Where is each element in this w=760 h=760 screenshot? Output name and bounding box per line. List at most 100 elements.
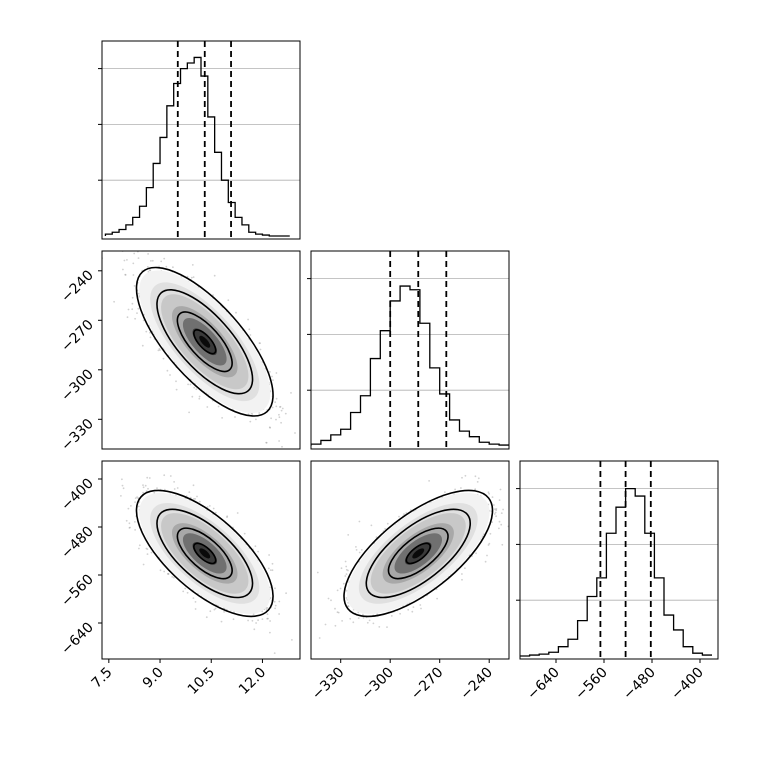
scatter-point [279, 406, 281, 408]
scatter-point [149, 269, 152, 272]
scatter-point [278, 413, 280, 416]
scatter-point [146, 553, 149, 555]
scatter-point [255, 418, 257, 421]
scatter-point [266, 613, 269, 616]
scatter-point [150, 225, 152, 227]
scatter-point [251, 619, 254, 622]
panel-frame [101, 250, 301, 450]
scatter-point [133, 252, 136, 255]
scatter-point [137, 505, 140, 508]
scatter-point [187, 383, 190, 386]
scatter-point [137, 257, 140, 259]
panel-content [102, 41, 300, 239]
x-tick-label-3: −400 [668, 665, 707, 704]
scatter-point [148, 477, 151, 479]
scatter-point [192, 597, 195, 599]
scatter-point [109, 243, 111, 245]
scatter-point [162, 357, 165, 360]
panel-histogram-2-2: −640 −560 −480 −400 [516, 460, 719, 704]
scatter-point [273, 600, 276, 603]
scatter-point [285, 592, 287, 595]
scatter-point [112, 225, 114, 227]
scatter-point [232, 618, 235, 621]
panel-frame [101, 40, 301, 240]
scatter-point [265, 441, 268, 444]
scatter-point [147, 487, 149, 490]
scatter-point [221, 417, 224, 419]
scatter-point [261, 618, 264, 620]
panel-density2d-1-0: −240−270−300−330 [58, 225, 301, 454]
scatter-point [125, 519, 128, 522]
scatter-point [129, 526, 131, 529]
scatter-point [169, 374, 171, 376]
scatter-point [173, 481, 176, 483]
scatter-point [209, 610, 212, 613]
scatter-point [267, 617, 269, 620]
scatter-point [278, 600, 281, 603]
scatter-point [175, 380, 177, 383]
scatter-point [192, 484, 195, 487]
scatter-point [278, 613, 280, 615]
scatter-point [213, 274, 216, 277]
scatter-point [128, 522, 131, 525]
scatter-point [248, 328, 251, 331]
scatter-point [195, 388, 198, 391]
scatter-point [150, 551, 153, 554]
scatter-point [188, 411, 191, 414]
scatter-point [172, 266, 174, 269]
scatter-point [131, 302, 134, 305]
scatter-point [249, 420, 252, 423]
panel-content [520, 461, 718, 659]
scatter-point [134, 501, 137, 503]
scatter-point [146, 548, 149, 550]
scatter-point [268, 554, 270, 556]
scatter-point [281, 445, 283, 448]
scatter-point [122, 268, 124, 271]
scatter-point [138, 544, 141, 547]
scatter-point [184, 587, 187, 590]
panel-content [311, 251, 509, 449]
scatter-point [165, 265, 168, 268]
scatter-point [136, 312, 138, 314]
panel-frame [519, 460, 719, 660]
scatter-point [123, 259, 126, 262]
scatter-point [158, 348, 161, 350]
scatter-point [205, 616, 208, 619]
scatter-point [271, 406, 274, 409]
scatter-point [253, 628, 256, 631]
scatter-point [163, 474, 166, 477]
scatter-point [259, 348, 262, 351]
scatter-point [217, 405, 220, 408]
scatter-point [302, 612, 304, 614]
scatter-point [131, 308, 134, 311]
scatter-point [189, 496, 192, 499]
scatter-point [193, 386, 196, 389]
scatter-point [146, 266, 149, 268]
scatter-point [175, 388, 178, 391]
y-tick-label-1: −270 [58, 317, 97, 356]
scatter-point [274, 587, 276, 590]
scatter-point [169, 475, 172, 477]
scatter-point [281, 407, 284, 410]
scatter-point [149, 336, 152, 339]
density-level-6 [199, 335, 211, 348]
scatter-point [227, 299, 230, 302]
scatter-point [144, 484, 147, 487]
scatter-point [269, 426, 271, 429]
panel-histogram-0-0 [98, 40, 301, 240]
scatter-point [136, 496, 139, 498]
scatter-point [186, 275, 189, 278]
scatter-point [122, 487, 125, 490]
scatter-point [269, 371, 271, 373]
scatter-point [266, 607, 269, 609]
scatter-point [191, 395, 194, 398]
scatter-point [301, 607, 303, 609]
scatter-point [188, 491, 191, 493]
scatter-point [193, 498, 195, 500]
scatter-point [156, 487, 158, 489]
scatter-point [198, 500, 201, 503]
scatter-point [194, 498, 197, 500]
scatter-point [226, 515, 229, 518]
scatter-point [167, 573, 170, 575]
